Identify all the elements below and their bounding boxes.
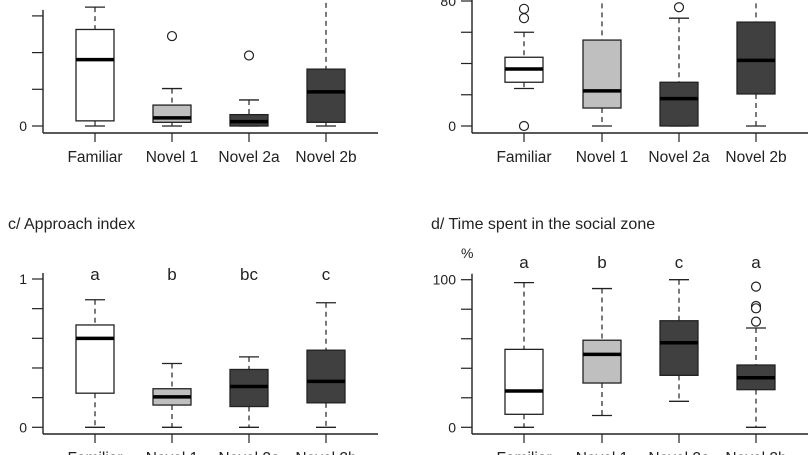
outlier-point [243,50,255,61]
box-familiar [504,282,544,428]
box-iqr [659,81,699,127]
box-familiar [75,299,115,428]
x-tick-label: Novel 1 [146,149,199,166]
significance-letter: b [597,253,606,272]
significance-letter: bc [240,265,258,284]
y-tick-label: 80 [440,0,456,9]
x-tick-label: Familiar [496,450,551,455]
outlier-point [750,281,762,292]
x-tick-label: Novel 2b [295,149,356,166]
box-iqr [152,104,192,123]
panel-b: 0 80 Familiar Novel 1 Novel 2a Novel 2b [440,0,808,166]
significance-letter: a [519,253,529,272]
significance-letter: a [90,265,100,284]
x-tick-label: Familiar [67,450,122,455]
outlier-point [518,3,530,14]
y-tick-label: 0 [19,118,27,134]
significance-letter: a [751,253,761,272]
box-iqr [75,324,115,394]
box-familiar [504,3,544,132]
x-tick-label: Novel 2b [295,450,356,455]
x-tick-label: Novel 1 [146,450,199,455]
box-novel-1 [582,287,622,417]
x-tick-label: Novel 1 [576,149,629,166]
box-novel-2a [229,356,269,428]
x-tick-label: Novel 2a [648,149,710,166]
significance-letter: c [675,253,684,272]
box-novel-1 [152,362,192,428]
box-iqr [736,21,776,95]
y-axis-label: % [461,245,473,261]
panel-title: c/ Approach index [8,216,135,233]
x-tick-label: Novel 2b [725,149,786,166]
outlier-point [750,316,762,327]
outlier-point [518,120,530,132]
box-iqr [582,339,622,384]
significance-letter: c [322,265,331,284]
box-iqr [504,348,544,415]
box-iqr [659,320,699,376]
panel-c: c/ Approach index 0 1 Familiar a Novel 1 b Nove… [8,216,378,455]
panel-title: d/ Time spent in the social zone [431,216,655,233]
box-novel-2b [736,281,776,428]
outlier-point [750,303,762,314]
box-iqr [75,28,115,122]
x-tick-label: Novel 2b [725,450,786,455]
box-novel-2a [659,279,699,402]
box-iqr [306,349,346,404]
x-tick-label: Novel 2a [648,450,710,455]
outlier-point [673,2,685,13]
box-familiar [75,6,115,127]
y-tick-label: 0 [448,419,456,435]
box-novel-2b [736,0,776,127]
y-tick-label: 0 [19,419,27,435]
outlier-point [518,13,530,24]
box-novel-1 [582,0,622,127]
x-tick-label: Familiar [496,149,551,166]
x-tick-label: Familiar [67,149,122,166]
box-iqr [582,39,622,109]
box-novel-2a [229,50,269,127]
x-tick-label: Novel 2a [218,149,280,166]
box-novel-1 [152,30,192,127]
box-iqr [306,68,346,123]
box-novel-2a [659,2,699,127]
y-tick-label: 100 [433,272,457,288]
panel-d: d/ Time spent in the social zone% 0 100 Fam… [431,216,808,455]
panel-a: 0 Familiar Novel 1 Novel 2a Novel 2b [19,0,378,166]
x-tick-label: Novel 1 [576,450,629,455]
x-tick-label: Novel 2a [218,450,280,455]
y-tick-label: 1 [19,271,27,287]
y-tick-label: 0 [448,118,456,134]
box-novel-2b [306,0,346,127]
box-novel-2b [306,302,346,428]
outlier-point [166,30,178,42]
significance-letter: b [167,265,176,284]
